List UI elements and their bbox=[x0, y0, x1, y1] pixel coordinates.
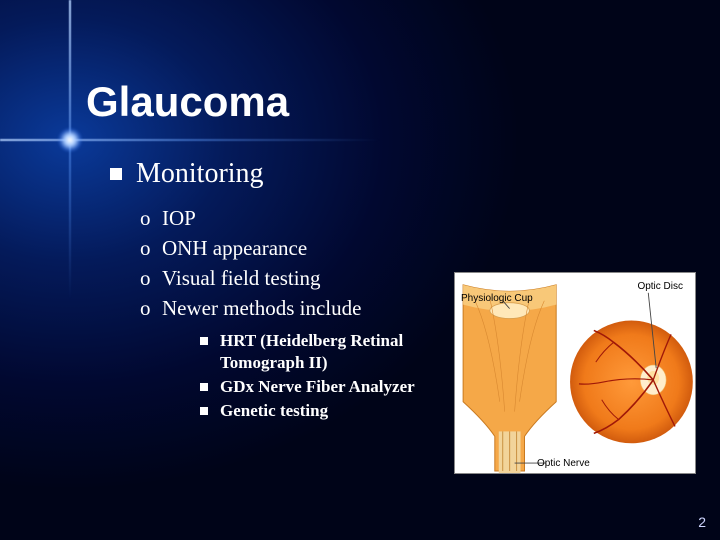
lvl3-group: HRT (Heidelberg Retinal Tomograph II) GD… bbox=[200, 330, 450, 422]
figure-label-optic-nerve: Optic Nerve bbox=[537, 458, 590, 469]
lvl3-text: Genetic testing bbox=[220, 400, 328, 422]
square-bullet-icon bbox=[200, 383, 208, 391]
bullet-lvl2: o Newer methods include bbox=[140, 294, 450, 322]
content-area: Monitoring o IOP o ONH appearance o Visu… bbox=[110, 158, 450, 424]
circle-bullet-icon: o bbox=[140, 294, 158, 322]
figure-label-physio-cup: Physiologic Cup bbox=[461, 293, 533, 304]
lens-flare-horizontal bbox=[0, 139, 380, 141]
bullet-lvl3: HRT (Heidelberg Retinal Tomograph II) bbox=[200, 330, 450, 374]
bullet-lvl2: o Visual field testing bbox=[140, 264, 450, 292]
lvl2-text: ONH appearance bbox=[162, 234, 307, 262]
lvl2-text: Visual field testing bbox=[162, 264, 321, 292]
slide-title: Glaucoma bbox=[86, 78, 289, 126]
lvl2-group: o IOP o ONH appearance o Visual field te… bbox=[140, 204, 450, 422]
lens-flare-core bbox=[58, 128, 82, 152]
lvl3-text: HRT (Heidelberg Retinal Tomograph II) bbox=[220, 330, 450, 374]
lvl1-text: Monitoring bbox=[136, 158, 264, 190]
bullet-lvl3: GDx Nerve Fiber Analyzer bbox=[200, 376, 450, 398]
fundus-figure: Optic Disc Physiologic Cup Optic Nerve bbox=[454, 272, 696, 474]
square-bullet-icon bbox=[200, 407, 208, 415]
circle-bullet-icon: o bbox=[140, 234, 158, 262]
bullet-lvl1: Monitoring bbox=[110, 158, 450, 190]
slide-number: 2 bbox=[698, 514, 706, 530]
lvl2-text: Newer methods include bbox=[162, 294, 361, 322]
lvl3-text: GDx Nerve Fiber Analyzer bbox=[220, 376, 415, 398]
square-bullet-icon bbox=[110, 168, 122, 180]
lvl2-text: IOP bbox=[162, 204, 196, 232]
bullet-lvl3: Genetic testing bbox=[200, 400, 450, 422]
circle-bullet-icon: o bbox=[140, 264, 158, 292]
circle-bullet-icon: o bbox=[140, 204, 158, 232]
bullet-lvl2: o IOP bbox=[140, 204, 450, 232]
square-bullet-icon bbox=[200, 337, 208, 345]
figure-label-optic-disc: Optic Disc bbox=[637, 281, 683, 292]
bullet-lvl2: o ONH appearance bbox=[140, 234, 450, 262]
